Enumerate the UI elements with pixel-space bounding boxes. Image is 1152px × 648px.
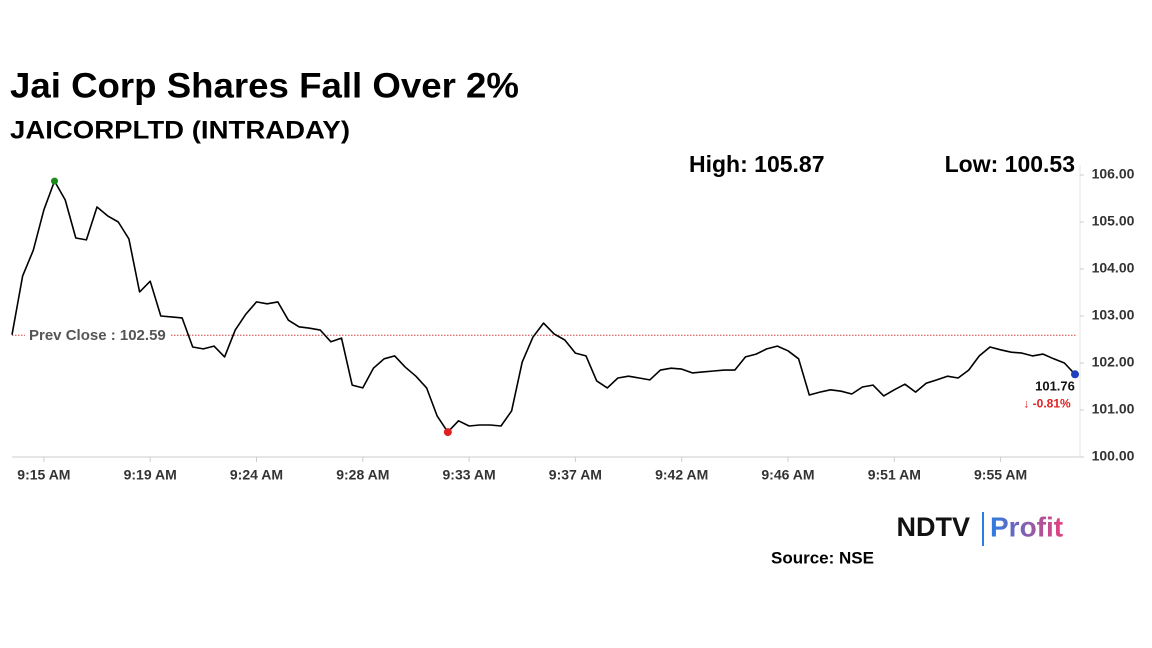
y-tick-label: 105.00 [1092, 213, 1135, 229]
chart-subtitle: JAICORPLTD (INTRADAY) [10, 117, 350, 145]
x-tick-label: 9:24 AM [230, 467, 283, 483]
y-tick-label: 102.00 [1092, 354, 1135, 370]
low-label: Low: 100.53 [945, 151, 1075, 177]
y-tick-label: 104.00 [1092, 260, 1135, 276]
x-tick-label: 9:15 AM [17, 467, 70, 483]
x-tick-label: 9:42 AM [655, 467, 708, 483]
x-tick-label: 9:33 AM [443, 467, 496, 483]
source: Source: NSE [771, 548, 874, 567]
y-tick-label: 101.00 [1092, 401, 1135, 417]
x-tick-label: 9:37 AM [549, 467, 602, 483]
x-tick-label: 9:19 AM [124, 467, 177, 483]
low-marker [443, 428, 452, 437]
y-tick-label: 100.00 [1092, 448, 1135, 464]
chart-title: Jai Corp Shares Fall Over 2% [10, 66, 519, 105]
x-tick-label: 9:51 AM [868, 467, 921, 483]
logo-right: Profit [990, 511, 1063, 542]
change-label: ↓ -0.81% [1023, 396, 1071, 410]
high-marker [51, 177, 59, 185]
prev-close-label-bg [25, 326, 170, 346]
y-tick-label: 106.00 [1092, 166, 1135, 182]
x-tick-label: 9:28 AM [336, 467, 389, 483]
price-line [11, 180, 1076, 433]
x-tick-label: 9:46 AM [761, 467, 814, 483]
prev-close-label: Prev Close : 102.59 [29, 327, 166, 344]
last-value-label: 101.76 [1035, 379, 1075, 394]
high-label: High: 105.87 [689, 151, 825, 177]
x-tick-label: 9:55 AM [974, 467, 1027, 483]
logo-left: NDTV [897, 512, 971, 542]
y-tick-label: 103.00 [1092, 307, 1135, 323]
last-marker [1071, 370, 1079, 379]
